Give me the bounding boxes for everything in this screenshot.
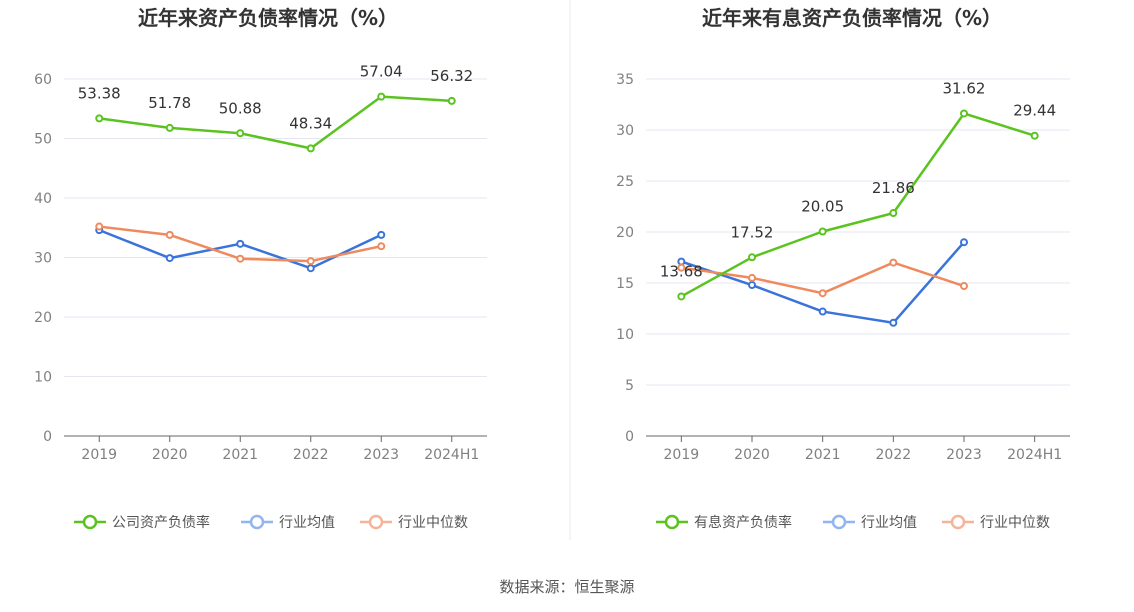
y-tick-label: 0 xyxy=(43,429,52,445)
x-tick-label: 2024H1 xyxy=(1007,447,1062,463)
data-point xyxy=(95,114,104,123)
data-point xyxy=(748,273,756,282)
chart-2: 近年来有息资产负债率情况（%） 0 5 10 15 20 25 30 35 2019 2020 202… xyxy=(616,6,1070,531)
data-point xyxy=(165,254,174,263)
data-label: 56.32 xyxy=(430,67,473,85)
data-point xyxy=(95,222,104,231)
chart-1: 近年来资产负债率情况（%） 0 10 20 30 40 50 60 2019 2020 2021 20… xyxy=(34,6,487,531)
data-label: 50.88 xyxy=(219,99,262,117)
data-point xyxy=(818,227,827,236)
data-point xyxy=(306,257,315,266)
data-label: 21.86 xyxy=(872,179,915,197)
data-label: 51.78 xyxy=(148,94,191,112)
x-tick-label: 2019 xyxy=(81,447,117,463)
y-tick-label: 30 xyxy=(616,123,634,139)
y-tick-label: 35 xyxy=(616,72,634,88)
data-label: 13.68 xyxy=(660,262,703,280)
legend-label: 行业中位数 xyxy=(398,515,468,531)
y-tick-label: 5 xyxy=(625,378,634,394)
y-tick-label: 25 xyxy=(616,174,634,190)
x-tick-label: 2024H1 xyxy=(424,447,479,463)
legend-label: 行业均值 xyxy=(279,515,335,531)
series-line-1 xyxy=(99,95,452,150)
data-point xyxy=(377,92,386,101)
legend-marker-icon xyxy=(664,514,680,530)
y-tick-label: 60 xyxy=(34,72,52,88)
legend-item-1[interactable]: 公司资产负债率 xyxy=(74,514,210,531)
data-point xyxy=(748,281,756,290)
legend-label: 行业均值 xyxy=(861,515,917,531)
data-source: 数据来源：恒生聚源 xyxy=(499,578,634,596)
legend-item-1[interactable]: 有息资产负债率 xyxy=(656,514,792,531)
data-point xyxy=(236,129,245,138)
data-point xyxy=(1030,131,1039,140)
legend-label: 行业中位数 xyxy=(980,515,1050,531)
data-point xyxy=(748,253,756,262)
legend-item-2[interactable]: 行业均值 xyxy=(241,514,335,531)
legend-marker-icon xyxy=(82,514,98,530)
legend-marker-icon xyxy=(249,514,265,530)
legend-item-3[interactable]: 行业中位数 xyxy=(360,514,468,531)
data-point xyxy=(306,144,315,153)
data-point xyxy=(377,242,386,251)
x-tick-label: 2020 xyxy=(734,447,770,463)
x-tick-label: 2020 xyxy=(152,447,188,463)
y-tick-label: 0 xyxy=(625,429,634,445)
x-tick-label: 2022 xyxy=(876,447,912,463)
data-label: 20.05 xyxy=(801,197,844,215)
data-point xyxy=(960,238,968,247)
y-tick-label: 40 xyxy=(34,191,52,207)
x-tick-label: 2022 xyxy=(293,447,329,463)
x-tick-label: 2019 xyxy=(664,447,700,463)
data-point xyxy=(889,258,898,267)
x-tick-label: 2023 xyxy=(363,447,399,463)
data-point xyxy=(889,318,898,327)
y-tick-label: 30 xyxy=(34,251,52,267)
legend-label: 公司资产负债率 xyxy=(112,514,210,531)
y-tick-label: 20 xyxy=(616,225,634,241)
data-point xyxy=(677,263,686,272)
data-point xyxy=(306,264,315,273)
data-point xyxy=(889,209,898,218)
legend-item-3[interactable]: 行业中位数 xyxy=(942,514,1050,531)
data-point xyxy=(165,123,174,132)
y-tick-label: 20 xyxy=(34,310,52,326)
data-point xyxy=(960,109,968,118)
series-line-3 xyxy=(681,261,965,295)
y-tick-label: 10 xyxy=(34,370,52,386)
legend-marker-icon xyxy=(950,514,966,530)
data-point xyxy=(818,307,827,316)
data-point xyxy=(236,239,245,248)
data-point xyxy=(377,230,386,239)
data-point xyxy=(677,292,686,301)
x-tick-label: 2021 xyxy=(805,447,841,463)
series-line-1 xyxy=(680,112,1036,298)
y-tick-label: 50 xyxy=(34,132,52,148)
chart-title: 近年来有息资产负债率情况（%） xyxy=(702,6,1002,30)
legend-marker-icon xyxy=(831,514,847,530)
data-label: 31.62 xyxy=(943,79,986,97)
data-label: 17.52 xyxy=(731,223,774,241)
data-label: 57.04 xyxy=(360,63,403,81)
y-tick-label: 10 xyxy=(616,327,634,343)
data-point xyxy=(447,96,456,105)
y-tick-label: 15 xyxy=(616,276,634,292)
legend-label: 有息资产负债率 xyxy=(694,514,792,531)
data-point xyxy=(236,254,245,263)
legend-item-2[interactable]: 行业均值 xyxy=(823,514,917,531)
data-point xyxy=(165,230,174,239)
data-point xyxy=(960,282,968,291)
chart-title: 近年来资产负债率情况（%） xyxy=(138,6,398,30)
data-label: 48.34 xyxy=(289,114,332,132)
legend-marker-icon xyxy=(368,514,384,530)
data-label: 53.38 xyxy=(78,84,121,102)
x-tick-label: 2021 xyxy=(222,447,258,463)
data-label: 29.44 xyxy=(1013,102,1056,120)
x-tick-label: 2023 xyxy=(946,447,982,463)
data-point xyxy=(818,289,827,298)
